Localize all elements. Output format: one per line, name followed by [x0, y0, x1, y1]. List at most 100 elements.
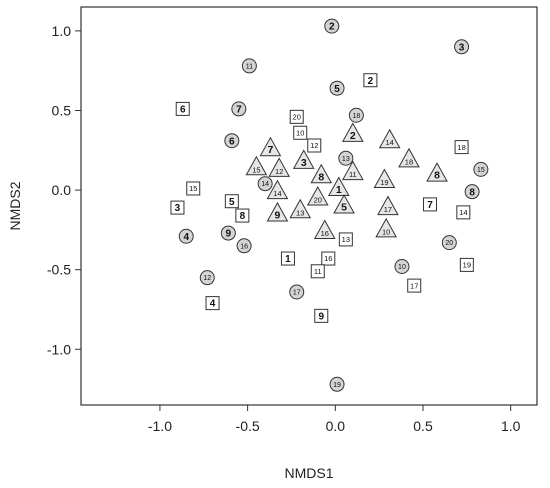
point-label: 17 — [293, 289, 301, 296]
square-marker — [186, 181, 201, 196]
point-label: 2 — [350, 130, 356, 142]
triangle-marker — [259, 136, 282, 157]
circle-point: 8 — [464, 184, 480, 200]
point-label: 15 — [252, 165, 260, 174]
square-point: 2 — [363, 73, 378, 88]
square-marker — [321, 251, 336, 266]
square-marker — [310, 264, 325, 279]
x-tick-label: 0.5 — [413, 418, 433, 434]
square-marker — [280, 251, 295, 266]
point-label: 14 — [386, 138, 394, 147]
square-point: 18 — [454, 140, 469, 155]
point-label: 12 — [203, 275, 211, 282]
triangle-marker — [268, 157, 291, 177]
circle-marker — [257, 176, 273, 192]
triangle-point: 16 — [313, 219, 336, 239]
triangle-point: 18 — [398, 147, 420, 168]
triangle-point: 12 — [268, 157, 291, 177]
x-tick-label: -1.0 — [148, 418, 172, 434]
x-tick-label: 1.0 — [501, 418, 521, 434]
point-label: 1 — [336, 184, 342, 196]
y-tick-label: -0.5 — [47, 262, 71, 278]
triangle-marker — [306, 186, 329, 206]
square-marker — [224, 194, 239, 209]
y-tick-label: -1.0 — [47, 341, 71, 357]
circle-marker — [199, 270, 215, 286]
square-marker — [175, 101, 190, 116]
point-label: 18 — [457, 143, 465, 152]
point-label: 7 — [267, 144, 273, 156]
circle-marker — [338, 150, 354, 166]
square-marker — [459, 257, 474, 272]
circle-point: 18 — [348, 107, 364, 123]
circle-point: 12 — [199, 270, 215, 286]
triangle-point: 11 — [341, 160, 364, 181]
triangle-marker — [341, 160, 364, 181]
point-label: 9 — [318, 311, 324, 322]
point-label: 13 — [342, 235, 350, 244]
point-label: 20 — [314, 196, 322, 205]
point-label: 5 — [334, 84, 340, 95]
circle-point: 3 — [454, 39, 470, 55]
circle-marker — [236, 238, 252, 254]
x-axis-title: NMDS1 — [284, 465, 333, 481]
point-label: 17 — [384, 205, 392, 214]
point-label: 12 — [275, 167, 283, 176]
y-tick-label: 1.0 — [52, 23, 72, 39]
point-label: 11 — [349, 170, 357, 179]
square-point: 8 — [235, 208, 250, 223]
circle-marker — [441, 235, 457, 251]
y-tick-label: 0.0 — [52, 182, 72, 198]
square-point: 4 — [205, 296, 220, 311]
square-point: 9 — [314, 308, 329, 323]
point-label: 16 — [240, 243, 248, 250]
point-label: 4 — [210, 299, 216, 310]
triangle-point: 20 — [306, 186, 329, 206]
triangle-point: 14 — [266, 179, 289, 200]
triangle-marker — [289, 198, 312, 219]
triangle-point: 1 — [327, 176, 350, 196]
point-label: 13 — [342, 156, 350, 163]
circle-marker — [178, 228, 194, 244]
square-marker — [307, 138, 322, 153]
circle-marker — [329, 376, 345, 392]
square-point: 10 — [293, 125, 308, 140]
circle-marker — [454, 39, 470, 55]
point-label: 4 — [183, 232, 189, 243]
triangle-marker — [341, 122, 364, 142]
square-point: 16 — [321, 251, 336, 266]
point-label: 3 — [301, 157, 307, 169]
circle-marker — [473, 161, 489, 177]
circle-point: 5 — [329, 80, 345, 96]
triangle-point: 9 — [266, 201, 289, 222]
point-label: 20 — [445, 240, 453, 247]
point-label: 8 — [240, 211, 246, 222]
point-label: 15 — [189, 184, 197, 193]
square-point: 5 — [224, 194, 239, 209]
point-label: 20 — [293, 113, 301, 122]
point-label: 19 — [380, 178, 388, 187]
y-axis-title: NMDS2 — [7, 181, 23, 230]
point-label: 16 — [321, 229, 329, 238]
square-point: 15 — [186, 181, 201, 196]
point-label: 14 — [273, 189, 281, 198]
point-label: 17 — [410, 281, 418, 290]
circle-point: 20 — [441, 235, 457, 251]
triangle-point: 3 — [292, 149, 315, 169]
point-label: 10 — [382, 227, 390, 236]
point-label: 19 — [333, 382, 341, 389]
point-label: 7 — [236, 104, 242, 115]
square-point: 13 — [338, 232, 353, 247]
triangle-marker — [313, 219, 336, 239]
triangle-point: 7 — [259, 136, 282, 157]
point-label: 10 — [398, 264, 406, 271]
triangle-point: 15 — [245, 155, 268, 176]
circle-marker — [241, 58, 257, 74]
square-marker — [205, 296, 220, 311]
triangle-marker — [426, 162, 448, 182]
square-marker — [170, 200, 185, 215]
point-label: 19 — [463, 261, 471, 270]
point-label: 9 — [275, 209, 281, 221]
point-label: 7 — [427, 200, 433, 211]
